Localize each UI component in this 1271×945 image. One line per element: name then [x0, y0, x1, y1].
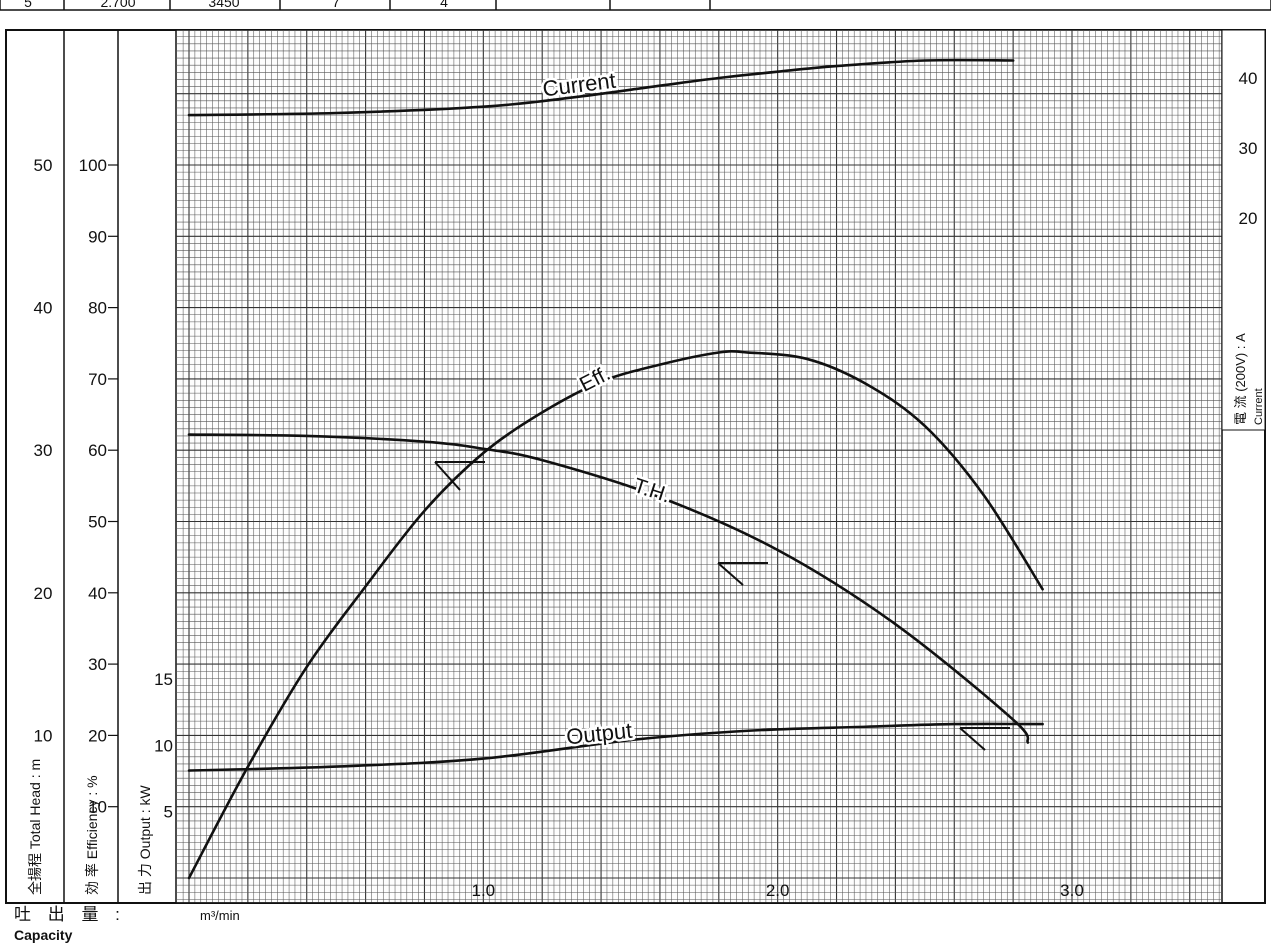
efficiency-tick: 100 [79, 156, 107, 175]
header-cell: 3450 [208, 0, 239, 10]
current-axis-label-en: Current [1253, 388, 1265, 425]
efficiency-tick: 30 [88, 655, 107, 674]
output-tick: 5 [164, 803, 173, 822]
current-tick: 40 [1239, 69, 1258, 88]
efficiency-tick: 90 [88, 227, 107, 246]
total-head-tick: 20 [34, 584, 53, 603]
header-cell: 4 [440, 0, 448, 10]
efficiency-axis-label: 効 率 Efficiency : % [84, 775, 100, 895]
total-head-tick: 40 [34, 299, 53, 318]
total-head-tick: 30 [34, 441, 53, 460]
header-cell: 7 [332, 0, 340, 10]
output-axis-label: 出 力 Output : kW [137, 785, 153, 895]
x-tick: 3.0 [1060, 881, 1084, 900]
output-tick: 15 [154, 670, 173, 689]
current-axis-label: 電 流 (200V) : A [1233, 333, 1248, 425]
efficiency-tick: 50 [88, 513, 107, 532]
header-cell: 5 [24, 0, 32, 10]
total-head-axis-label: 全揚程 Total Head : m [27, 759, 43, 895]
x-axis-unit: m³/min [200, 908, 240, 923]
efficiency-tick: 20 [88, 726, 107, 745]
current-tick: 30 [1239, 139, 1258, 158]
x-axis-label-jp: 吐 出 量 : [14, 905, 126, 924]
x-tick: 2.0 [766, 881, 790, 900]
x-axis-label-en: Capacity [14, 927, 73, 943]
efficiency-tick: 40 [88, 584, 107, 603]
efficiency-tick: 70 [88, 370, 107, 389]
efficiency-tick: 80 [88, 299, 107, 318]
current-tick: 20 [1239, 209, 1258, 228]
x-tick: 1.0 [472, 881, 496, 900]
efficiency-tick: 60 [88, 441, 107, 460]
output-tick: 10 [154, 736, 173, 755]
total-head-tick: 10 [34, 726, 53, 745]
total-head-tick: 50 [34, 156, 53, 175]
header-cell: 2.700 [100, 0, 135, 10]
chart-grid [176, 30, 1222, 903]
